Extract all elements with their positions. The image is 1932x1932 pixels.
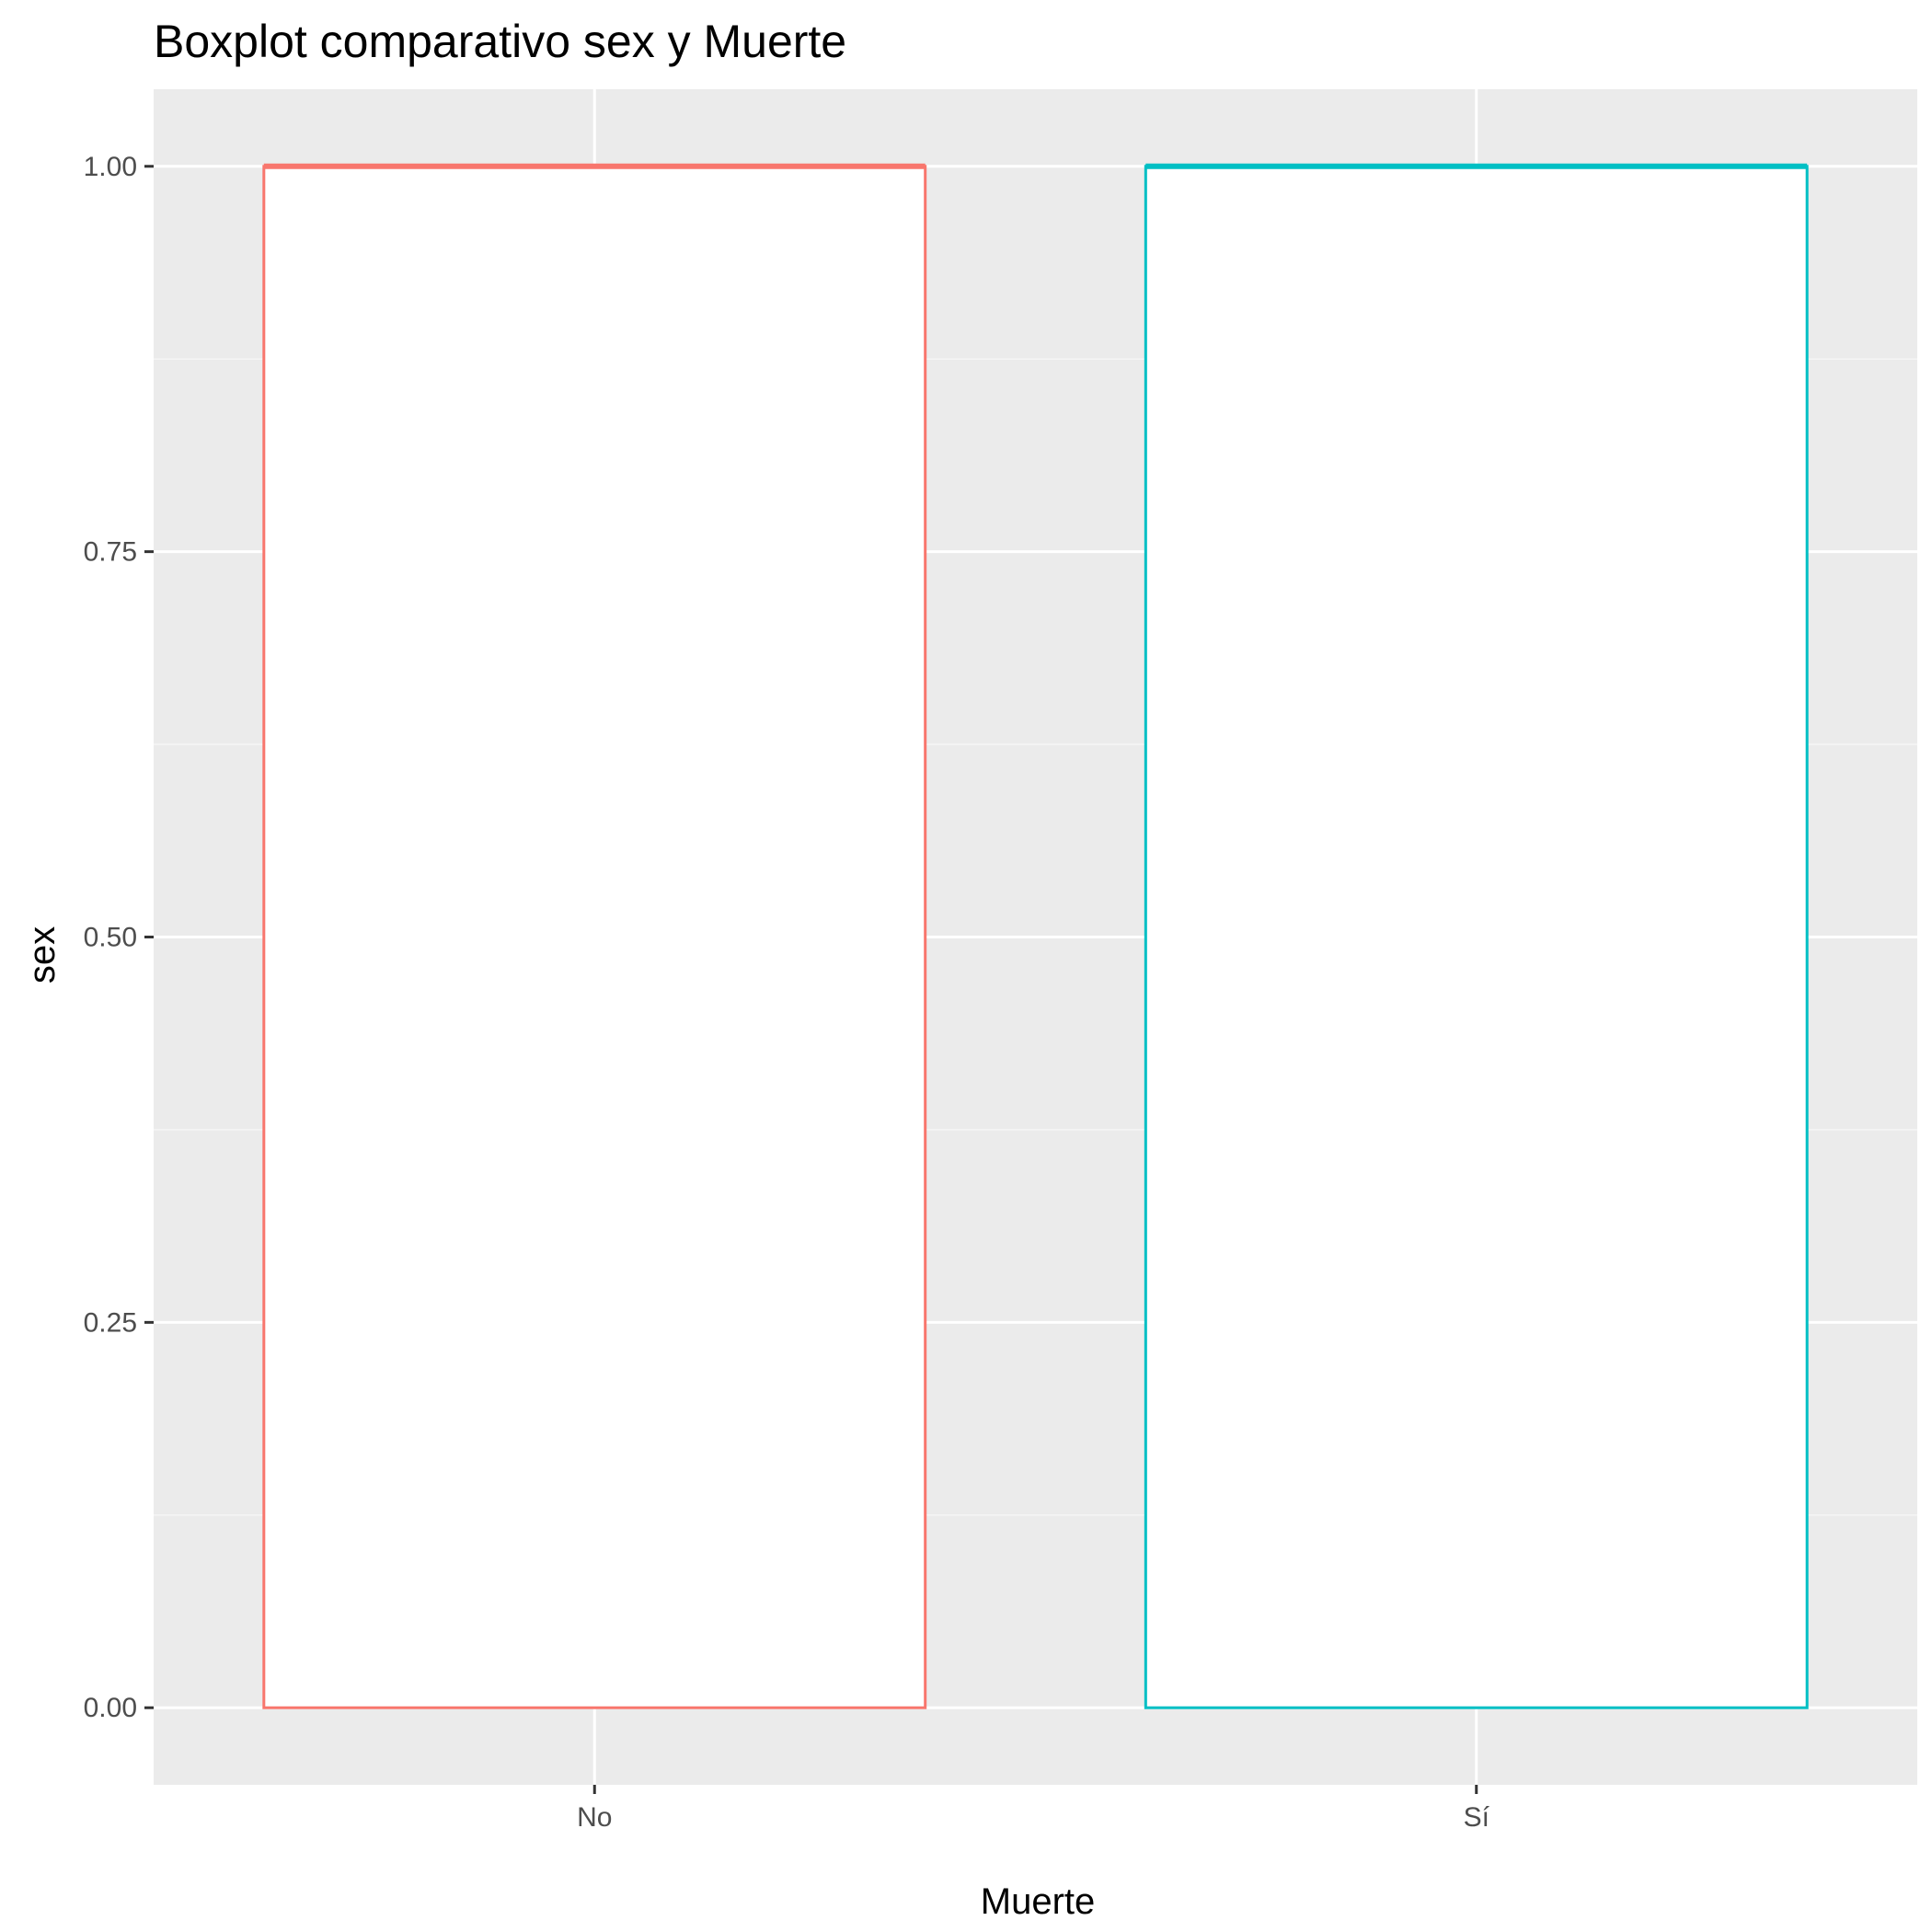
box-No xyxy=(262,163,927,1709)
x-axis-title: Muerte xyxy=(981,1881,1096,1922)
box-Sí xyxy=(1144,163,1809,1709)
y-tick-label: 1.00 xyxy=(84,152,137,182)
x-tick-label: No xyxy=(577,1802,612,1833)
y-tick-label: 0.00 xyxy=(84,1693,137,1723)
box-body xyxy=(262,165,927,1709)
y-tick-label: 0.50 xyxy=(84,923,137,953)
y-tick-label: 0.75 xyxy=(84,537,137,568)
boxes xyxy=(262,163,1809,1709)
chart-title: Boxplot comparativo sex y Muerte xyxy=(154,16,846,67)
box-body xyxy=(1144,165,1809,1709)
y-axis: 0.00 0.25 0.50 0.75 1.00 xyxy=(84,152,154,1723)
x-axis: No Sí xyxy=(577,1785,1490,1833)
y-axis-title: sex xyxy=(22,926,63,983)
y-tick-label: 0.25 xyxy=(84,1307,137,1338)
x-tick-label: Sí xyxy=(1464,1802,1490,1833)
